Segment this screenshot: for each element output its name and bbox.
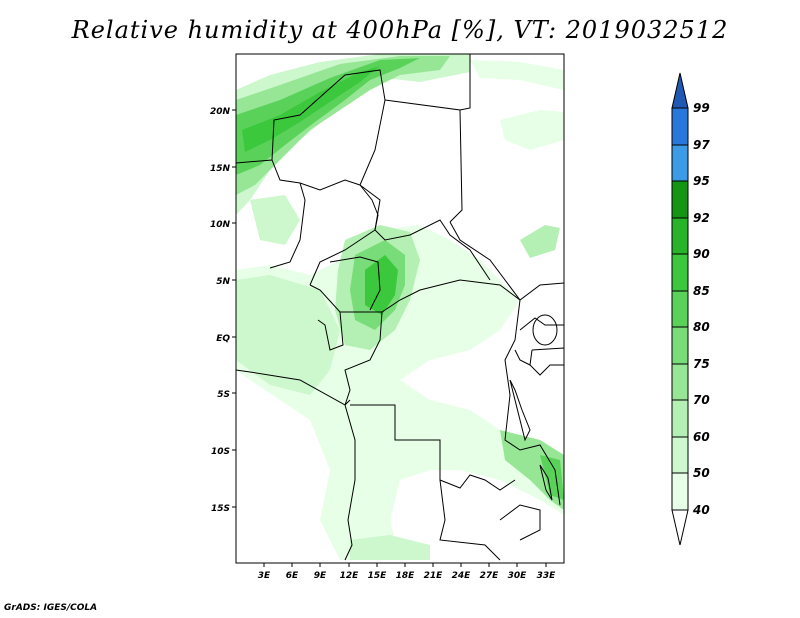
- colorbar-segment: [671, 107, 689, 146]
- colorbar-segment: [671, 180, 689, 219]
- lat-ticks: [232, 109, 236, 508]
- lon-label: 12E: [340, 571, 360, 581]
- lon-label: 6E: [286, 571, 299, 581]
- colorbar: 40 50 60 70 75 80 85 90 92 95 97 99: [671, 72, 710, 546]
- lon-label: 33E: [537, 571, 557, 581]
- lon-label: 18E: [396, 571, 416, 581]
- colorbar-label: 70: [693, 393, 710, 407]
- colorbar-label: 99: [693, 101, 710, 115]
- lon-label: 27E: [480, 571, 500, 581]
- colorbar-segment: [671, 363, 689, 401]
- country-borders: [236, 54, 564, 561]
- lat-label: 15N: [210, 164, 231, 174]
- colorbar-label: 80: [693, 320, 710, 334]
- colorbar-segment: [671, 399, 689, 438]
- colorbar-segment: [671, 217, 689, 255]
- map-frame: [235, 53, 565, 564]
- colorbar-max-triangle: [671, 72, 689, 109]
- lon-label: 21E: [424, 571, 444, 581]
- colorbar-label: 50: [693, 466, 710, 480]
- colorbar-label: 85: [693, 284, 710, 298]
- lon-label: 9E: [314, 571, 327, 581]
- lat-label: 15S: [211, 504, 230, 514]
- lat-label: 5S: [217, 390, 230, 400]
- colorbar-segment: [671, 472, 689, 511]
- lat-label: EQ: [216, 334, 230, 344]
- colorbar-label: 90: [693, 247, 710, 261]
- colorbar-segment: [671, 290, 689, 328]
- lat-label: 5N: [216, 277, 230, 287]
- lon-label: 30E: [508, 571, 528, 581]
- lon-ticks: [263, 563, 547, 567]
- colorbar-label: 95: [693, 174, 710, 188]
- lakes: [509, 314, 558, 501]
- colorbar-segment: [671, 326, 689, 365]
- credit-label: GrADS: IGES/COLA: [4, 603, 98, 613]
- colorbar-segment: [671, 436, 689, 474]
- lat-label: 10S: [211, 447, 230, 457]
- map-panel: 20N 15N 10N 5N EQ 5S 10S 15S 3E 6E 9E: [210, 53, 565, 581]
- lon-label: 24E: [452, 571, 472, 581]
- lon-label: 15E: [368, 571, 388, 581]
- colorbar-label: 92: [693, 211, 710, 225]
- map-title: Relative humidity at 400hPa [%], VT: 201…: [71, 16, 729, 44]
- colorbar-label: 97: [693, 138, 710, 152]
- colorbar-label: 60: [693, 430, 710, 444]
- lon-label: 3E: [258, 571, 271, 581]
- colorbar-segment: [671, 253, 689, 292]
- colorbar-label: 40: [692, 503, 710, 517]
- lat-label: 20N: [210, 107, 231, 117]
- colorbar-label: 75: [693, 357, 710, 371]
- humidity-field: [236, 54, 564, 560]
- colorbar-min-triangle: [671, 509, 689, 546]
- colorbar-segment: [671, 144, 689, 182]
- lat-label: 10N: [210, 220, 231, 230]
